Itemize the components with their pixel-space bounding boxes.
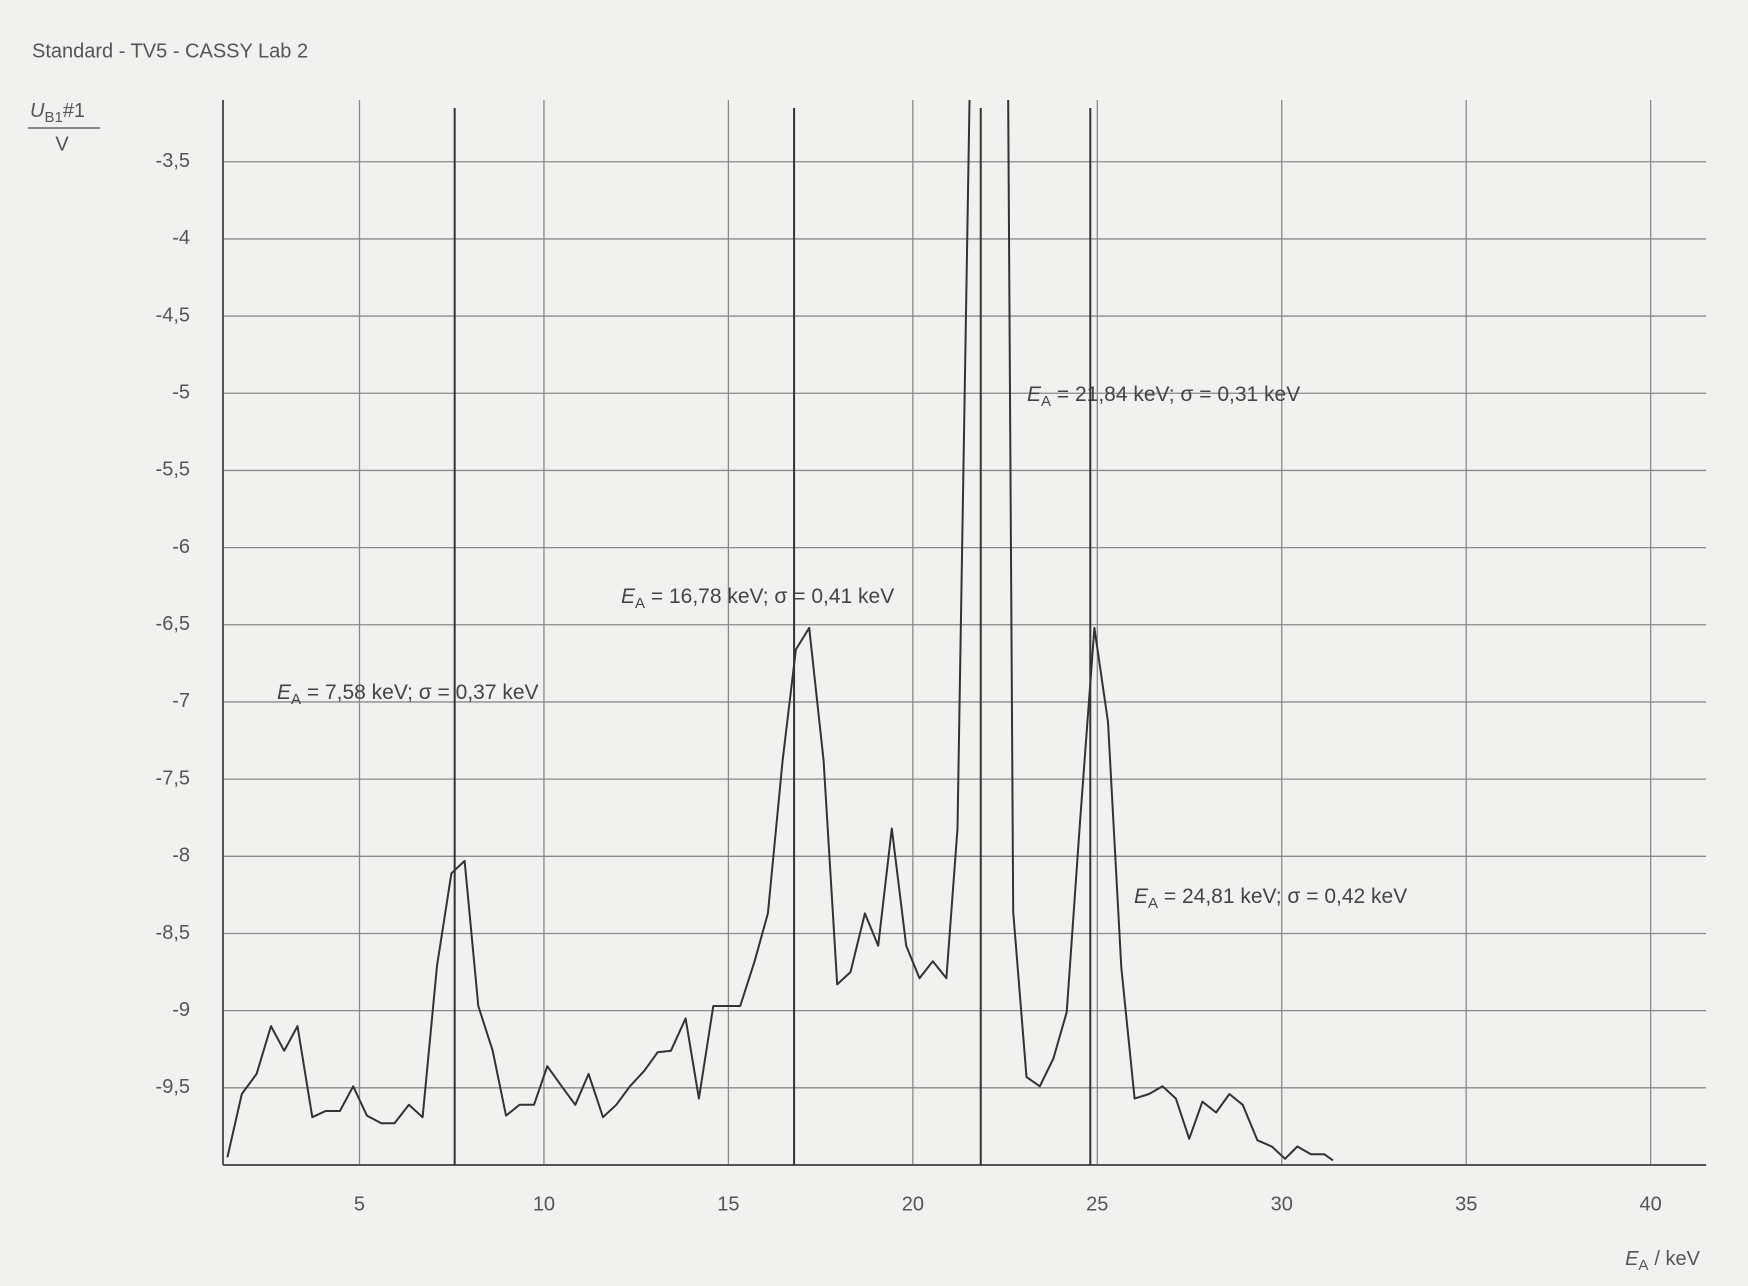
y-tick-label: -6	[172, 536, 190, 558]
annotation: EA = 16,78 keV; σ = 0,41 keV	[621, 585, 894, 612]
y-axis-label: UB1#1	[30, 100, 85, 126]
y-tick-label: -7,5	[156, 767, 190, 789]
annotation-symbol: E	[1027, 383, 1042, 406]
annotation: EA = 21,84 keV; σ = 0,31 keV	[1027, 383, 1300, 410]
y-label-suffix: #1	[63, 100, 85, 122]
annotation-symbol: E	[277, 681, 292, 704]
x-tick-label: 5	[354, 1193, 365, 1215]
x-axis-label: EA / keV	[1625, 1248, 1701, 1274]
y-tick-label: -8	[172, 845, 190, 867]
annotation-subscript: A	[291, 691, 301, 708]
y-tick-label: -5,5	[156, 459, 190, 481]
annotation-text: = 21,84 keV; σ = 0,31 keV	[1051, 383, 1300, 406]
y-axis-unit: V	[55, 133, 69, 155]
y-tick-label: -9	[172, 999, 190, 1021]
x-tick-label: 35	[1455, 1193, 1477, 1215]
data-line	[226, 100, 1334, 1162]
annotation-subscript: A	[1041, 393, 1051, 410]
y-tick-label: -9,5	[156, 1076, 190, 1098]
annotation-text: = 24,81 keV; σ = 0,42 keV	[1158, 885, 1407, 908]
y-label-subscript: B1	[44, 109, 62, 126]
y-label-symbol: U	[30, 100, 45, 122]
y-tick-label: -4	[172, 227, 190, 249]
y-tick-label: -5	[172, 382, 190, 404]
y-tick-label: -6,5	[156, 613, 190, 635]
chart-title: Standard - TV5 - CASSY Lab 2	[32, 40, 308, 62]
x-label-symbol: E	[1625, 1248, 1639, 1270]
x-label-subscript: A	[1638, 1257, 1648, 1274]
annotation-symbol: E	[621, 585, 636, 608]
x-tick-label: 15	[717, 1193, 739, 1215]
x-tick-label: 10	[533, 1193, 555, 1215]
x-tick-label: 30	[1271, 1193, 1293, 1215]
y-tick-label: -7	[172, 690, 190, 712]
annotation-symbol: E	[1134, 885, 1149, 908]
x-tick-label: 25	[1086, 1193, 1108, 1215]
annotation: EA = 7,58 keV; σ = 0,37 keV	[277, 681, 539, 708]
x-tick-label: 40	[1640, 1193, 1662, 1215]
annotation-subscript: A	[635, 595, 645, 612]
annotation: EA = 24,81 keV; σ = 0,42 keV	[1134, 885, 1407, 912]
annotation-text: = 7,58 keV; σ = 0,37 keV	[301, 681, 539, 704]
annotation-subscript: A	[1148, 895, 1158, 912]
y-tick-label: -4,5	[156, 304, 190, 326]
x-tick-label: 20	[902, 1193, 924, 1215]
annotation-text: = 16,78 keV; σ = 0,41 keV	[645, 585, 894, 608]
x-label-unit: / keV	[1654, 1248, 1700, 1270]
y-tick-label: -8,5	[156, 922, 190, 944]
y-tick-label: -3,5	[156, 150, 190, 172]
